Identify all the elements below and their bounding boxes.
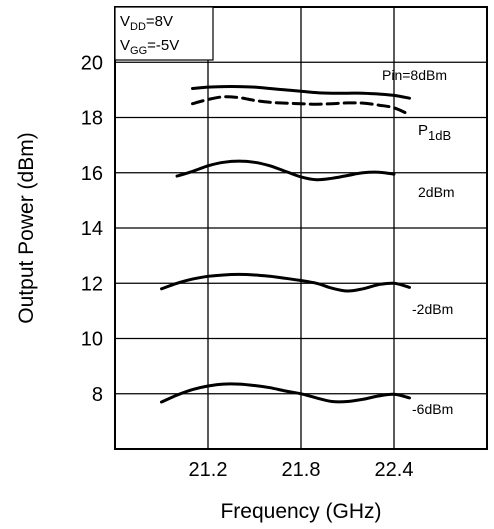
- plot-frame: [114, 6, 488, 450]
- series-label-p1db: P1dB: [418, 122, 451, 143]
- y-tick-label: 14: [81, 218, 103, 240]
- y-tick-label: 18: [81, 108, 103, 130]
- series-line-2dbm: [175, 159, 396, 182]
- x-axis-label: Frequency (GHz): [220, 500, 381, 523]
- x-tick-label: 21.8: [282, 459, 321, 481]
- series-label-pin8: Pin=8dBm: [382, 67, 447, 83]
- y-tick-label: 8: [92, 384, 103, 406]
- y-tick-label: 20: [81, 52, 103, 74]
- vdd-label: VDD=8V: [120, 13, 173, 33]
- y-tick-label: 12: [81, 273, 103, 295]
- series-label-m6dbm: -6dBm: [412, 401, 453, 417]
- y-axis-label: Output Power (dBm): [15, 132, 38, 323]
- x-tick-labels: 21.2 21.8 22.4: [189, 459, 414, 481]
- y-tick-labels: 8 10 12 14 16 18 20: [81, 52, 103, 406]
- series-label-2dbm: 2dBm: [418, 184, 455, 200]
- series-label-m2dbm: -2dBm: [412, 301, 453, 317]
- x-tick-label: 22.4: [375, 459, 414, 481]
- series-line-p1db: [191, 95, 411, 117]
- condition-box: [114, 6, 214, 61]
- series-line-pin-8dbm: [191, 85, 411, 100]
- series-line--2dbm: [160, 272, 411, 293]
- x-tick-label: 21.2: [189, 459, 228, 481]
- series-lines: [160, 85, 411, 404]
- series-line--6dbm: [160, 382, 411, 404]
- y-tick-label: 10: [81, 329, 103, 351]
- y-tick-label: 16: [81, 163, 103, 185]
- vgg-label: VGG=-5V: [120, 37, 179, 57]
